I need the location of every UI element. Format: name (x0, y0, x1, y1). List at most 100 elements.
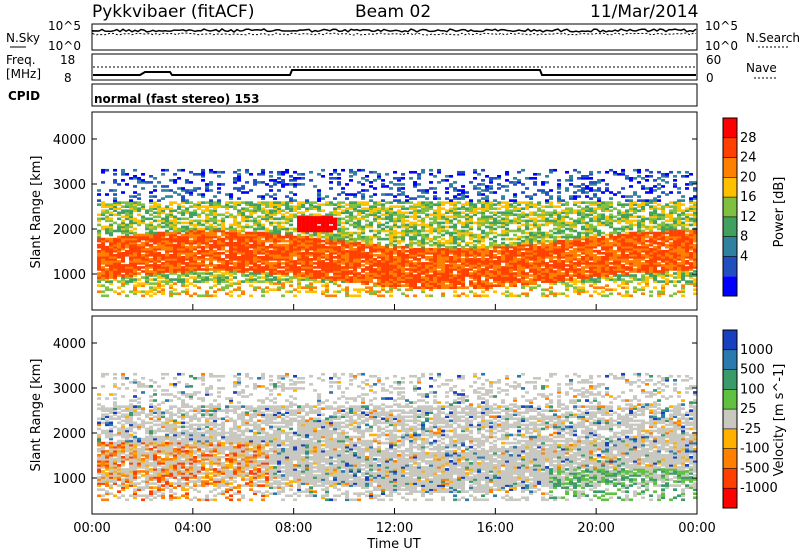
nsky-tick-bottom: 10^0 (48, 39, 81, 53)
power-cell (409, 260, 413, 263)
power-cell (109, 189, 113, 192)
power-cell (557, 205, 561, 208)
power-cell (289, 228, 293, 231)
power-cell (613, 193, 617, 196)
power-cell (161, 262, 165, 265)
power-cell (545, 191, 549, 194)
power-cell (321, 203, 325, 206)
power-cell (121, 205, 125, 208)
power-cell (181, 290, 185, 293)
power-cell (265, 193, 269, 196)
power-cell (449, 256, 453, 259)
power-cell (257, 195, 261, 198)
power-cell (513, 242, 517, 245)
power-cell (341, 201, 345, 204)
power-cell (521, 220, 525, 223)
power-cell (329, 177, 333, 180)
power-cell (101, 266, 105, 269)
power-cell (513, 294, 517, 297)
power-cell (437, 181, 441, 184)
power-cell (493, 211, 497, 214)
power-cell (477, 173, 481, 176)
power-cell (449, 216, 453, 219)
power-cell (277, 218, 281, 221)
power-cell (465, 286, 469, 289)
power-cell (177, 222, 181, 225)
power-cell (109, 224, 113, 227)
power-cell (529, 286, 533, 289)
power-cell (397, 199, 401, 202)
power-cell (153, 278, 157, 281)
nsearch-tick-top: 10^5 (705, 19, 738, 33)
power-cell (565, 222, 569, 225)
power-cell (121, 216, 125, 219)
power-cell (493, 203, 497, 206)
power-cell (245, 224, 249, 227)
cpid-label: CPID (8, 89, 40, 103)
power-cell (329, 294, 333, 297)
power-cell (561, 203, 565, 206)
power-cell (189, 220, 193, 223)
power-cell (441, 234, 445, 237)
power-cell (133, 195, 137, 198)
power-cell (529, 278, 533, 281)
power-cell (373, 282, 377, 285)
power-cell (229, 266, 233, 269)
power-cell (577, 209, 581, 212)
power-cell (213, 240, 217, 243)
power-cell (401, 246, 405, 249)
power-cell (473, 203, 477, 206)
power-cell (141, 282, 145, 285)
power-cell (161, 288, 165, 291)
power-cell (533, 211, 537, 214)
power-cell (513, 181, 517, 184)
power-cell (185, 284, 189, 287)
power-cell (597, 213, 601, 216)
power-cell (273, 226, 277, 229)
power-cell (153, 286, 157, 289)
power-cell (533, 177, 537, 180)
power-cell (381, 246, 385, 249)
power-cell (201, 193, 205, 196)
power-cell (257, 201, 261, 204)
nave-tick-top: 60 (706, 53, 721, 67)
power-cell (225, 254, 229, 257)
power-cell (601, 252, 605, 255)
power-cell (397, 183, 401, 186)
power-cell (421, 218, 425, 221)
power-cell (489, 177, 493, 180)
power-cell (285, 183, 289, 186)
power-cell (321, 175, 325, 178)
power-cell (293, 228, 297, 231)
power-cell (225, 201, 229, 204)
power-cell (601, 294, 605, 297)
power-cell (161, 280, 165, 283)
power-cell (105, 203, 109, 206)
power-cell (149, 286, 153, 289)
power-cell (237, 201, 241, 204)
power-cell (609, 288, 613, 291)
power-cell (521, 183, 525, 186)
power-cell (493, 207, 497, 210)
power-cell (433, 248, 437, 251)
power-cell (417, 248, 421, 251)
power-cell (509, 238, 513, 241)
power-cell (589, 201, 593, 204)
power-cell (533, 181, 537, 184)
power-cell (521, 207, 525, 210)
power-cell (549, 234, 553, 237)
power-cell (521, 211, 525, 214)
power-cell (601, 201, 605, 204)
power-cell (265, 246, 269, 249)
power-cell (333, 207, 337, 210)
power-cell (481, 193, 485, 196)
power-cell (449, 232, 453, 235)
power-cell (257, 280, 261, 283)
power-cell (321, 284, 325, 287)
power-cell (309, 171, 313, 174)
power-cell (309, 234, 313, 237)
power-cell (365, 290, 369, 293)
power-cell (249, 220, 253, 223)
power-cell (565, 228, 569, 231)
power-cell (137, 266, 141, 269)
